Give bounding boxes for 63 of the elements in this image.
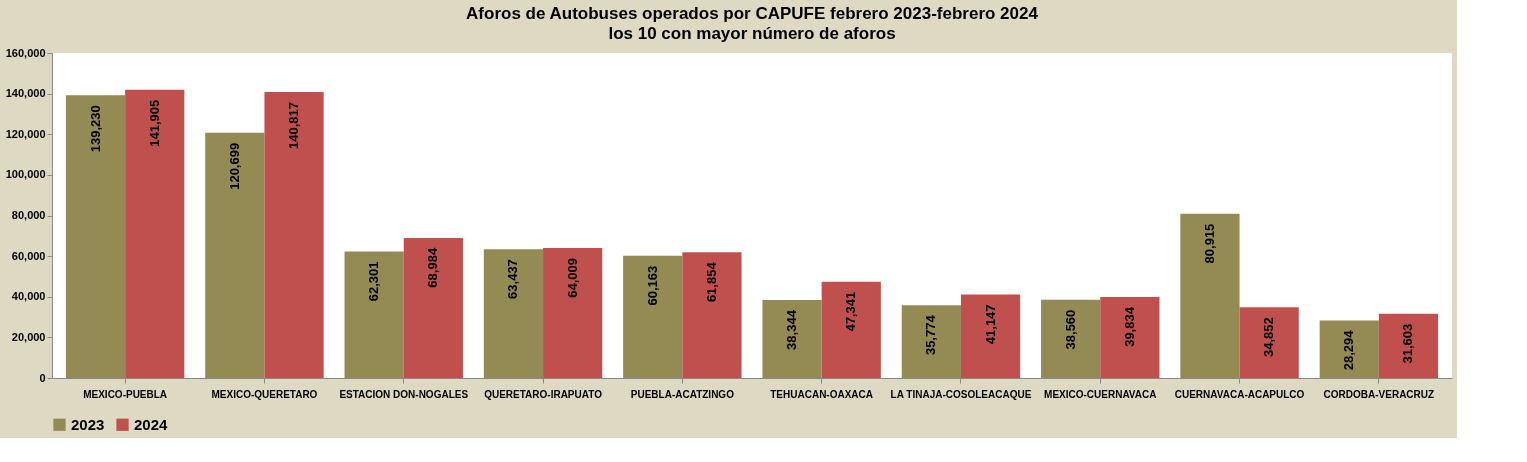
data-label: 120,699 (226, 142, 242, 190)
data-label: 68,984 (425, 247, 441, 288)
legend-label: 2023 (71, 415, 105, 433)
x-tick-label: CORDOBA-VERACRUZ (1323, 388, 1435, 400)
bar (1378, 313, 1439, 378)
x-tick-label: ESTACION DON-NOGALES (339, 388, 469, 400)
bar (1100, 297, 1160, 378)
y-tick-label: 160,000 (5, 46, 46, 59)
bar (65, 95, 126, 378)
y-tick-label: 60,000 (11, 249, 46, 262)
bar (1180, 213, 1240, 378)
x-tick-label: MEXICO-PUEBLA (83, 388, 168, 400)
data-label: 63,437 (505, 259, 521, 299)
bar (682, 252, 742, 378)
bar (1239, 307, 1299, 378)
data-label: 64,009 (564, 257, 580, 298)
x-tick-label: PUEBLA-ACATZINGO (630, 388, 735, 400)
bar (762, 300, 822, 378)
bar (403, 237, 463, 378)
bar (344, 251, 404, 378)
bar (623, 255, 683, 378)
data-label: 47,341 (843, 291, 859, 332)
chart-subtitle: los 10 con mayor número de aforos (608, 24, 896, 43)
y-tick-label: 80,000 (11, 209, 46, 221)
data-label: 139,230 (87, 105, 103, 153)
data-label: 39,834 (1121, 306, 1137, 347)
bar (543, 247, 603, 378)
x-tick-label: QUERETARO-IRAPUATO (484, 388, 603, 400)
data-label: 60,163 (644, 265, 660, 306)
y-tick-label: 140,000 (5, 87, 46, 100)
data-label: 34,852 (1261, 317, 1277, 357)
bar (483, 249, 544, 378)
bar (205, 132, 265, 378)
data-label: 61,854 (703, 261, 719, 303)
x-tick-label: CUERNAVACA-ACAPULCO (1174, 388, 1305, 400)
data-label: 38,560 (1062, 309, 1078, 350)
y-tick-label: 100,000 (5, 168, 46, 181)
data-label: 35,774 (923, 314, 939, 356)
bar (821, 281, 881, 378)
data-label: 140,817 (286, 101, 302, 149)
bar (1041, 299, 1101, 378)
data-label: 38,344 (784, 309, 800, 350)
data-label: 41,147 (982, 304, 998, 345)
x-tick-label: TEHUACAN-OAXACA (770, 388, 874, 400)
y-tick-label: 40,000 (11, 290, 46, 303)
bar (901, 305, 961, 378)
data-label: 80,915 (1201, 223, 1217, 264)
x-tick-label: MEXICO-CUERNAVACA (1044, 388, 1157, 400)
y-tick-label: 120,000 (5, 127, 46, 140)
data-label: 141,905 (146, 99, 162, 147)
x-tick-label: MEXICO-QUERETARO (211, 388, 318, 400)
legend-label: 2024 (134, 415, 169, 433)
bar (125, 89, 185, 378)
bar (1319, 320, 1379, 378)
x-tick-label: LA TINAJA-COSOLEACAQUE (890, 388, 1032, 400)
data-label: 28,294 (1341, 329, 1357, 371)
y-tick-label: 0 (39, 371, 46, 384)
y-tick-label: 20,000 (11, 330, 46, 343)
chart-title: Aforos de Autobuses operados por CAPUFE febrero 2023-febrero 2024 (466, 4, 1039, 23)
data-label: 62,301 (366, 261, 382, 302)
bar (264, 91, 324, 378)
bar (960, 294, 1021, 378)
data-label: 31,603 (1400, 323, 1416, 364)
